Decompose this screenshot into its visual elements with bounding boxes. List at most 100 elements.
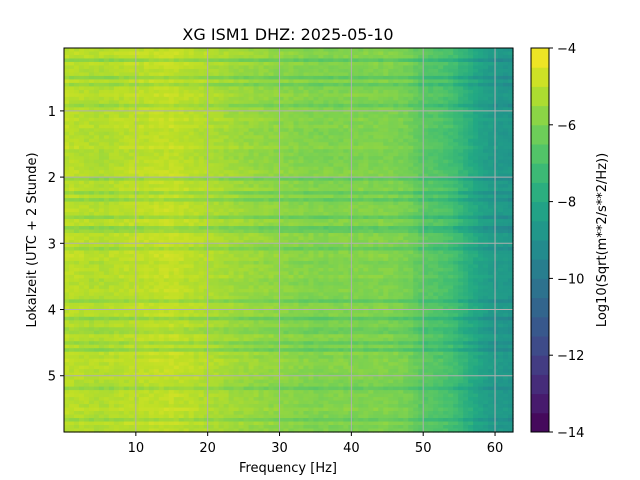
heatmap-cell: [378, 79, 384, 84]
heatmap-cell: [308, 236, 315, 241]
heatmap-cell: [483, 103, 489, 108]
heatmap-cell: [333, 208, 339, 213]
heatmap-cell: [253, 201, 260, 206]
heatmap-cell: [143, 68, 150, 74]
heatmap-cell: [93, 75, 100, 81]
heatmap-cell: [428, 61, 434, 67]
heatmap-cell: [178, 121, 185, 126]
heatmap-cell: [268, 145, 275, 150]
heatmap-cell: [193, 201, 200, 206]
heatmap-cell: [268, 191, 275, 196]
heatmap-cell: [363, 212, 369, 217]
heatmap-cell: [268, 138, 275, 143]
heatmap-cell: [483, 212, 489, 217]
heatmap-cell: [198, 208, 205, 213]
heatmap-cell: [173, 180, 180, 185]
heatmap-cell: [473, 68, 479, 74]
heatmap-cell: [218, 114, 225, 119]
heatmap-cell: [243, 208, 250, 213]
heatmap-cell: [288, 226, 295, 231]
heatmap-cell: [123, 233, 130, 238]
heatmap-cell: [463, 229, 469, 234]
heatmap-cell: [258, 145, 265, 150]
heatmap-cell: [243, 79, 250, 84]
heatmap-cell: [143, 156, 150, 161]
heatmap-cell: [113, 149, 120, 154]
heatmap-cell: [233, 187, 240, 192]
heatmap-cell: [123, 48, 130, 53]
heatmap-cell: [403, 131, 409, 136]
heatmap-cell: [508, 226, 514, 231]
heatmap-cell: [328, 48, 334, 53]
heatmap-cell: [83, 131, 90, 136]
heatmap-cell: [83, 89, 90, 94]
heatmap-cell: [158, 75, 165, 81]
heatmap-cell: [218, 201, 225, 206]
heatmap-cell: [233, 156, 240, 161]
heatmap-cell: [303, 170, 310, 175]
heatmap-cell: [128, 226, 135, 231]
heatmap-cell: [188, 75, 195, 81]
heatmap-cell: [318, 191, 325, 196]
heatmap-cell: [343, 51, 349, 56]
heatmap-cell: [398, 191, 404, 196]
heatmap-cell: [313, 121, 320, 126]
heatmap-cell: [128, 229, 135, 234]
heatmap-cell: [238, 233, 245, 238]
heatmap-cell: [468, 208, 474, 213]
heatmap-cell: [203, 107, 210, 112]
heatmap-cell: [438, 72, 444, 77]
heatmap-cell: [203, 149, 210, 154]
heatmap-cell: [248, 180, 255, 185]
heatmap-cell: [468, 107, 474, 112]
heatmap-cell: [83, 156, 90, 161]
heatmap-cell: [413, 208, 419, 213]
heatmap-cell: [368, 208, 374, 213]
heatmap-cell: [408, 72, 414, 77]
heatmap-cell: [64, 177, 70, 182]
heatmap-cell: [88, 215, 95, 220]
heatmap-cell: [413, 93, 419, 98]
heatmap-cell: [503, 152, 509, 157]
heatmap-cell: [248, 96, 255, 101]
heatmap-cell: [233, 180, 240, 185]
heatmap-cell: [148, 128, 155, 133]
heatmap-cell: [123, 135, 130, 140]
heatmap-cell: [188, 48, 195, 53]
heatmap-cell: [393, 107, 399, 112]
heatmap-cell: [358, 236, 364, 241]
heatmap-cell: [143, 124, 150, 129]
heatmap-cell: [483, 156, 489, 161]
heatmap-cell: [428, 58, 434, 63]
heatmap-cell: [323, 226, 330, 231]
heatmap-cell: [118, 79, 125, 84]
heatmap-cell: [168, 212, 175, 217]
heatmap-cell: [143, 173, 150, 178]
heatmap-cell: [328, 212, 334, 217]
heatmap-cell: [283, 138, 290, 143]
heatmap-cell: [353, 222, 359, 227]
heatmap-cell: [208, 159, 215, 164]
heatmap-cell: [203, 79, 210, 84]
heatmap-cell: [308, 145, 315, 150]
heatmap-cell: [68, 61, 75, 67]
heatmap-cell: [463, 100, 469, 105]
heatmap-cell: [268, 110, 275, 115]
heatmap-cell: [173, 128, 180, 133]
heatmap-cell: [438, 100, 444, 105]
heatmap-cell: [213, 166, 220, 171]
heatmap-cell: [318, 149, 325, 154]
heatmap-cell: [423, 79, 429, 84]
heatmap-cell: [373, 117, 379, 122]
heatmap-cell: [283, 107, 290, 112]
heatmap-cell: [333, 75, 339, 81]
heatmap-cell: [183, 194, 190, 199]
heatmap-cell: [78, 233, 85, 238]
heatmap-cell: [223, 184, 230, 189]
heatmap-cell: [288, 114, 295, 119]
heatmap-cell: [313, 191, 320, 196]
heatmap-cell: [403, 124, 409, 129]
heatmap-cell: [173, 135, 180, 140]
heatmap-cell: [73, 86, 80, 91]
heatmap-cell: [183, 96, 190, 101]
